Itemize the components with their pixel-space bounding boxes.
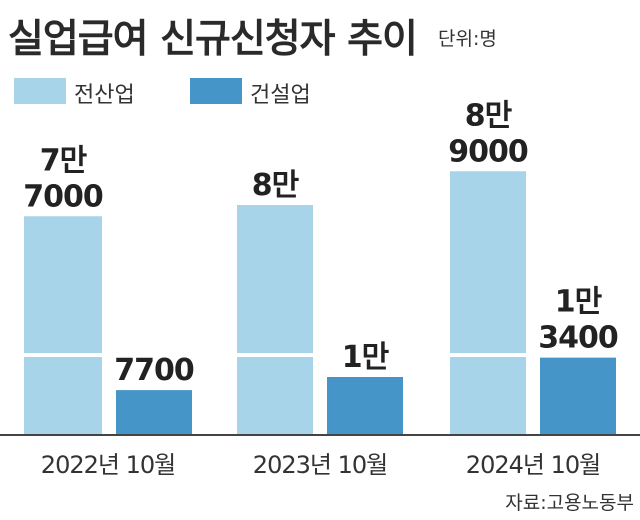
bar-construction-1 <box>327 377 403 434</box>
data-label-all-industries-0-1: 7000 <box>23 179 103 214</box>
unit-label: 단위:명 <box>438 28 497 50</box>
data-label-all-industries-0-0: 7만 <box>40 143 88 178</box>
data-label-construction-1-0: 1만 <box>342 340 390 375</box>
bar-construction-2 <box>540 357 616 434</box>
chart-title: 실업급여 신규신청자 추이 <box>8 17 418 62</box>
legend-swatch-construction <box>190 78 242 104</box>
data-label-all-industries-1-0: 8만 <box>252 168 300 203</box>
legend-swatch-all-industries <box>14 78 66 104</box>
data-label-construction-2-0: 1만 <box>555 285 603 320</box>
source-label: 자료:고용노동부 <box>505 492 634 514</box>
legend-label-construction: 건설업 <box>250 83 311 108</box>
bar-all-industries-2 <box>450 171 526 434</box>
category-label-0: 2022년 10월 <box>41 451 175 479</box>
data-label-all-industries-2-1: 9000 <box>448 134 528 169</box>
axis-break-line-1 <box>237 353 313 357</box>
data-label-construction-0-0: 7700 <box>114 353 194 388</box>
axis-break-line-2 <box>450 353 526 357</box>
bar-construction-0 <box>116 390 192 434</box>
legend-label-all-industries: 전산업 <box>74 83 135 108</box>
bar-all-industries-0 <box>24 216 102 434</box>
data-label-all-industries-2-0: 8만 <box>465 98 513 133</box>
axis-break-line-0 <box>24 353 102 357</box>
category-label-1: 2023년 10월 <box>253 451 387 479</box>
bar-all-industries-1 <box>237 205 313 434</box>
category-label-2: 2024년 10월 <box>466 451 600 479</box>
data-label-construction-2-1: 3400 <box>538 321 618 356</box>
